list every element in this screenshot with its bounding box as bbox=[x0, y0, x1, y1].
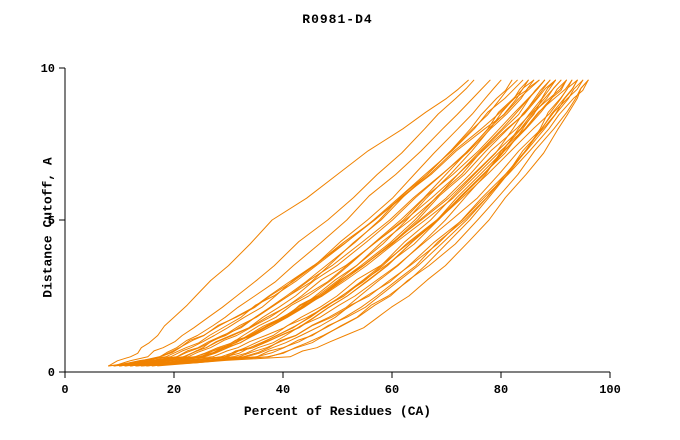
curve bbox=[124, 79, 529, 367]
curve bbox=[119, 79, 546, 367]
curve bbox=[157, 79, 589, 367]
curve bbox=[135, 79, 551, 367]
curve bbox=[140, 79, 578, 367]
curve bbox=[146, 79, 584, 367]
x-tick-label: 40 bbox=[276, 383, 290, 397]
y-tick-label: 10 bbox=[41, 62, 55, 76]
y-tick-label: 5 bbox=[48, 214, 55, 228]
curve bbox=[108, 79, 535, 367]
curve bbox=[140, 79, 567, 367]
curve bbox=[113, 79, 546, 367]
x-tick-label: 100 bbox=[599, 383, 621, 397]
curve bbox=[135, 79, 589, 367]
curve bbox=[146, 79, 584, 367]
curve bbox=[124, 79, 535, 367]
curve bbox=[119, 79, 491, 367]
x-axis-label: Percent of Residues (CA) bbox=[243, 404, 432, 419]
curve bbox=[108, 79, 469, 367]
curve bbox=[119, 79, 556, 367]
curve bbox=[113, 79, 475, 367]
curve bbox=[108, 79, 513, 367]
curve bbox=[146, 79, 573, 367]
chart-title: R0981-D4 bbox=[302, 12, 373, 27]
curve bbox=[119, 79, 529, 367]
curve bbox=[129, 79, 573, 367]
curve bbox=[129, 79, 518, 367]
curve bbox=[119, 79, 540, 367]
curve bbox=[113, 79, 502, 367]
curve bbox=[140, 79, 556, 367]
x-tick-label: 80 bbox=[494, 383, 508, 397]
x-tick-label: 20 bbox=[167, 383, 181, 397]
curve bbox=[129, 79, 578, 367]
curve bbox=[129, 79, 546, 367]
curve bbox=[124, 79, 562, 367]
x-tick-label: 60 bbox=[385, 383, 399, 397]
x-tick-label: 0 bbox=[61, 383, 68, 397]
y-tick-label: 0 bbox=[48, 366, 55, 380]
axes bbox=[64, 68, 610, 373]
